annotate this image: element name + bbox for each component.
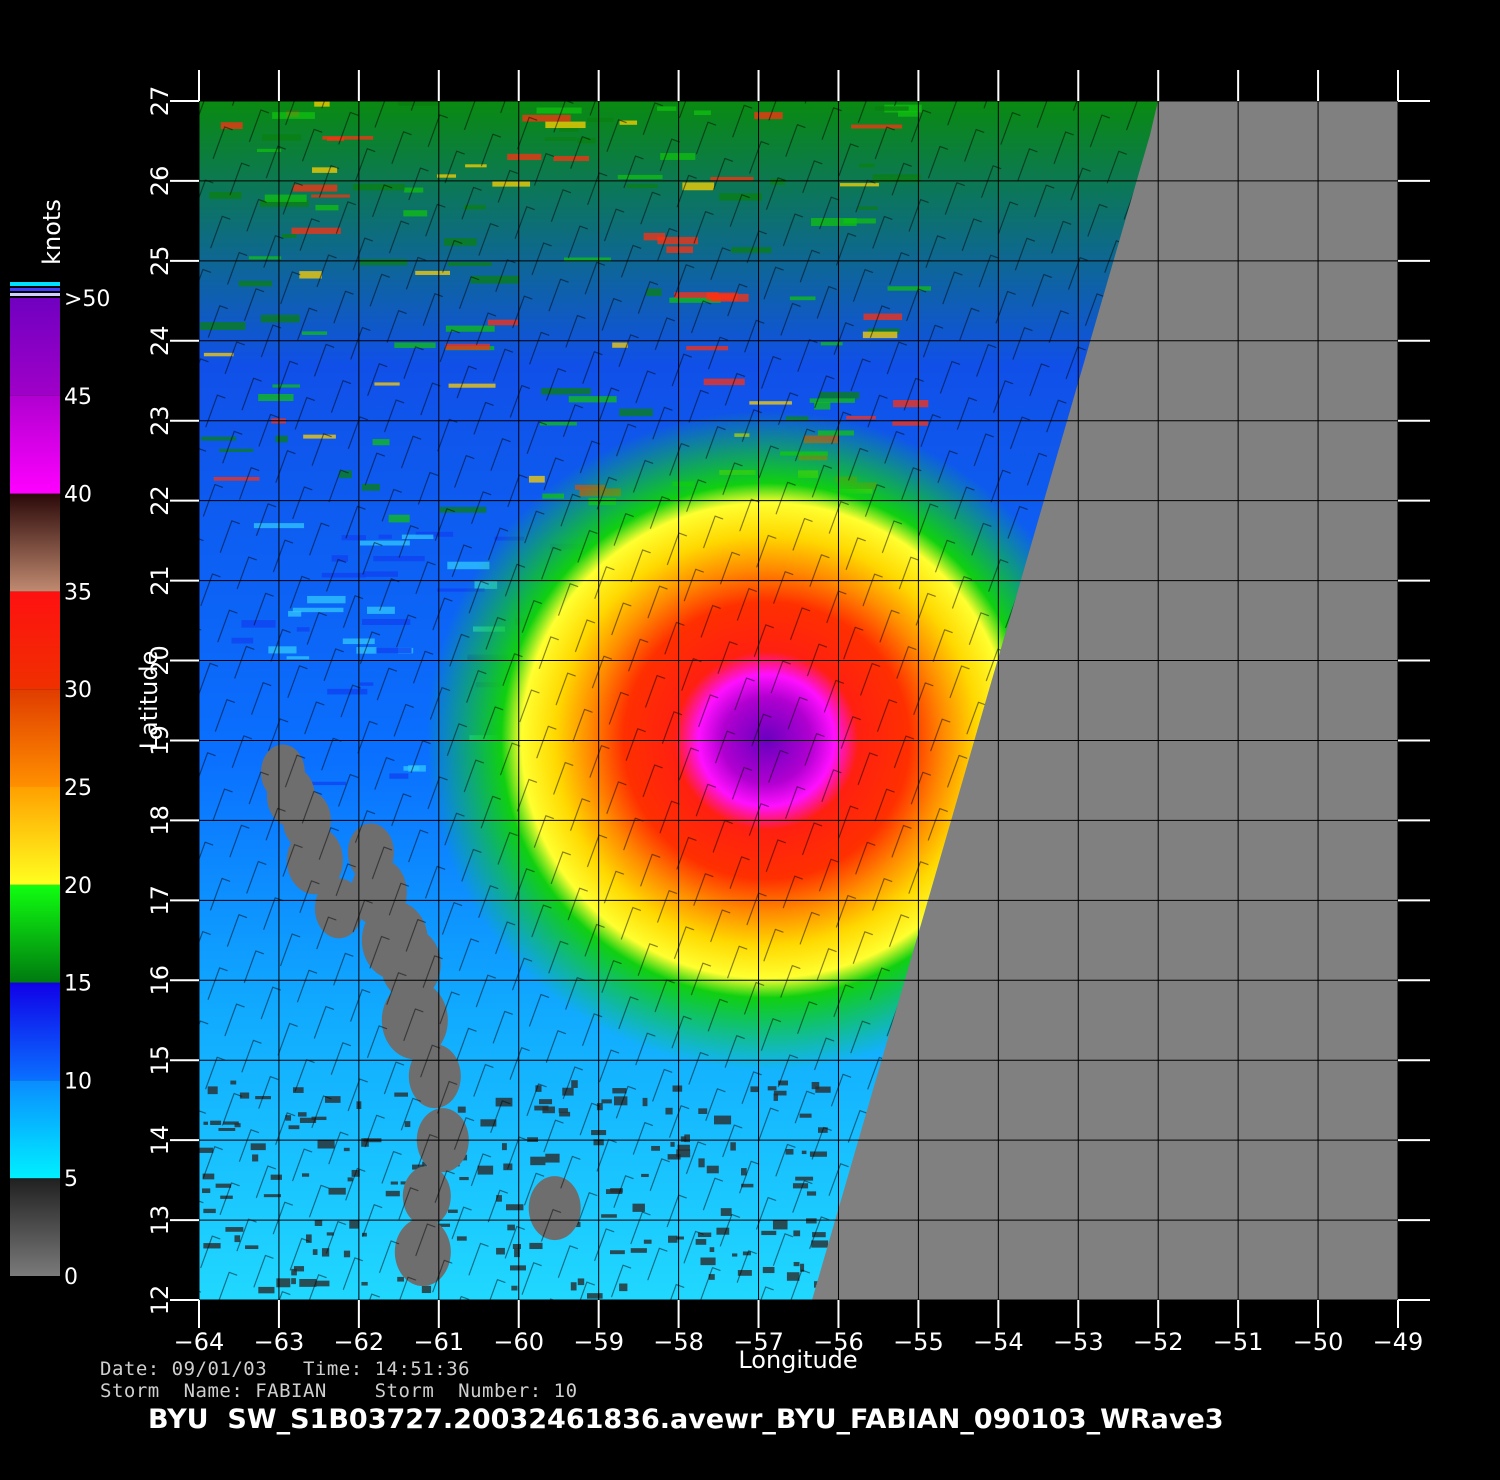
y-axis-title: Latitude bbox=[135, 651, 163, 750]
colorbar-bin bbox=[10, 1080, 60, 1179]
x-tick-label: −60 bbox=[493, 1328, 544, 1356]
lat-lon-grid bbox=[198, 100, 1399, 1301]
colorbar-label: 15 bbox=[64, 972, 92, 997]
x-tick-label: −63 bbox=[254, 1328, 305, 1356]
y-tick-label: 19 bbox=[146, 725, 174, 756]
x-tick-label: −54 bbox=[973, 1328, 1024, 1356]
x-tick-label: −55 bbox=[893, 1328, 944, 1356]
colorbar-label: 35 bbox=[64, 580, 92, 605]
colorbar-overflow-band bbox=[10, 288, 60, 291]
x-tick-label: −53 bbox=[1053, 1328, 1104, 1356]
y-tick-label: 27 bbox=[146, 86, 174, 117]
colorbar-overflow-band bbox=[10, 293, 60, 296]
y-tick-label: 21 bbox=[146, 565, 174, 596]
y-tick-label: 13 bbox=[146, 1205, 174, 1236]
colorbar-label: >50 bbox=[64, 287, 110, 312]
y-tick-label: 24 bbox=[146, 326, 174, 357]
x-tick-label: −64 bbox=[174, 1328, 225, 1356]
colorbar-label: 25 bbox=[64, 776, 92, 801]
x-tick-label: −61 bbox=[413, 1328, 464, 1356]
y-tick-label: 14 bbox=[146, 1125, 174, 1156]
x-axis-title: Longitude bbox=[738, 1346, 857, 1374]
colorbar-label: 40 bbox=[64, 483, 92, 508]
y-tick-label: 17 bbox=[146, 885, 174, 916]
colorbar-labels: 0 5 10 15 20 25 30 35 40 45 >50 bbox=[64, 287, 110, 1290]
colorbar-bins bbox=[10, 298, 60, 1276]
y-tick-label: 18 bbox=[146, 805, 174, 836]
colorbar-overflow-band bbox=[10, 282, 60, 286]
y-tick-label: 23 bbox=[146, 405, 174, 436]
x-tick-label: −51 bbox=[1213, 1328, 1264, 1356]
colorbar-bin bbox=[10, 1178, 60, 1276]
colorbar-bin bbox=[10, 395, 60, 494]
x-tick-label: −49 bbox=[1373, 1328, 1424, 1356]
storm-info-line: Storm Name: FABIAN Storm Number: 10 bbox=[100, 1380, 578, 1402]
y-tick-label: 25 bbox=[146, 246, 174, 277]
colorbar-label: 30 bbox=[64, 678, 92, 703]
y-tick-label: 12 bbox=[146, 1285, 174, 1316]
y-tick-label: 16 bbox=[146, 965, 174, 996]
date-time-line: Date: 09/01/03 Time: 14:51:36 bbox=[100, 1358, 471, 1380]
colorbar-label: 10 bbox=[64, 1069, 92, 1094]
x-tick-label: −56 bbox=[813, 1328, 864, 1356]
colorbar-label: 45 bbox=[64, 385, 92, 410]
colorbar-bin bbox=[10, 884, 60, 983]
x-tick-label: −52 bbox=[1133, 1328, 1184, 1356]
x-tick-label: −59 bbox=[573, 1328, 624, 1356]
y-tick-label: 22 bbox=[146, 485, 174, 516]
colorbar-label: 0 bbox=[64, 1265, 78, 1290]
colorbar-bin bbox=[10, 591, 60, 690]
colorbar-bin bbox=[10, 982, 60, 1081]
x-tick-label: −57 bbox=[733, 1328, 784, 1356]
colorbar-bin bbox=[10, 493, 60, 592]
y-tick-label: 26 bbox=[146, 166, 174, 197]
x-tick-label: −62 bbox=[334, 1328, 385, 1356]
colorbar-bin bbox=[10, 298, 60, 396]
x-tick-label: −58 bbox=[653, 1328, 704, 1356]
y-tick-label: 20 bbox=[146, 645, 174, 676]
y-tick-label: 15 bbox=[146, 1045, 174, 1076]
colorbar-label: 5 bbox=[64, 1167, 78, 1192]
colorbar-bin bbox=[10, 689, 60, 787]
colorbar-bin bbox=[10, 787, 60, 885]
x-tick-label: −50 bbox=[1293, 1328, 1344, 1356]
colorbar-title: knots bbox=[38, 199, 66, 265]
product-title: BYU SW_S1B03727.20032461836.avewr_BYU_FA… bbox=[148, 1404, 1224, 1435]
colorbar-label: 20 bbox=[64, 874, 92, 899]
colorbar: knots 0 5 10 15 20 25 30 35 40 45 >50 bbox=[10, 199, 110, 1290]
axes: −64 −63 −62 −61 −60 −59 −58 −57 −56 −55 −54 −53 −52 −… bbox=[146, 70, 1430, 1356]
